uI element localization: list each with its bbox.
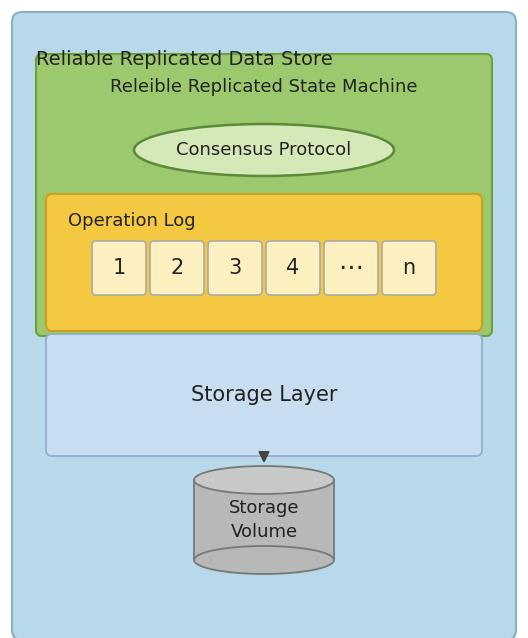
FancyBboxPatch shape bbox=[12, 12, 516, 638]
FancyBboxPatch shape bbox=[382, 241, 436, 295]
Text: Operation Log: Operation Log bbox=[68, 212, 196, 230]
Text: Reliable Replicated Data Store: Reliable Replicated Data Store bbox=[36, 50, 333, 69]
FancyBboxPatch shape bbox=[266, 241, 320, 295]
FancyBboxPatch shape bbox=[36, 54, 492, 336]
Ellipse shape bbox=[194, 546, 334, 574]
Text: 1: 1 bbox=[112, 258, 126, 278]
Text: Releible Replicated State Machine: Releible Replicated State Machine bbox=[110, 78, 418, 96]
FancyBboxPatch shape bbox=[324, 241, 378, 295]
Text: 4: 4 bbox=[286, 258, 299, 278]
Ellipse shape bbox=[194, 466, 334, 494]
Text: Consensus Protocol: Consensus Protocol bbox=[176, 141, 352, 159]
FancyBboxPatch shape bbox=[46, 194, 482, 331]
Ellipse shape bbox=[134, 124, 394, 176]
Text: n: n bbox=[402, 258, 416, 278]
Text: Storage Layer: Storage Layer bbox=[191, 385, 337, 405]
FancyBboxPatch shape bbox=[208, 241, 262, 295]
FancyBboxPatch shape bbox=[92, 241, 146, 295]
Text: ⋯: ⋯ bbox=[338, 256, 363, 280]
FancyBboxPatch shape bbox=[150, 241, 204, 295]
Bar bbox=[194, 480, 334, 560]
FancyBboxPatch shape bbox=[46, 334, 482, 456]
Text: Storage
Volume: Storage Volume bbox=[229, 499, 299, 541]
Text: 2: 2 bbox=[171, 258, 184, 278]
Text: 3: 3 bbox=[229, 258, 242, 278]
